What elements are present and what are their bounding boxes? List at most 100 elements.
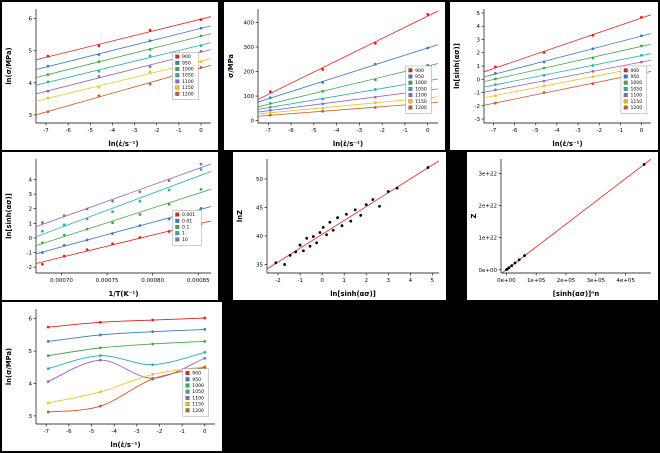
svg-text:1100: 1100 (415, 93, 427, 99)
series-1000 (484, 43, 651, 83)
series-900 (46, 316, 207, 329)
svg-text:-2: -2 (596, 128, 601, 134)
svg-text:1100: 1100 (192, 395, 204, 401)
series-950 (36, 25, 211, 70)
svg-text:-3: -3 (132, 128, 138, 134)
series-10 (36, 162, 211, 228)
series-950 (46, 328, 207, 343)
svg-text:1000: 1000 (192, 383, 204, 389)
svg-text:2e+22: 2e+22 (479, 204, 498, 210)
svg-text:-1: -1 (402, 128, 407, 134)
series-1050 (46, 351, 207, 371)
svg-text:2: 2 (364, 278, 368, 284)
svg-text:40: 40 (256, 234, 263, 240)
svg-text:900: 900 (182, 54, 191, 60)
svg-text:0.00070: 0.00070 (50, 278, 73, 284)
series-1000 (46, 339, 207, 358)
svg-text:3e+22: 3e+22 (479, 171, 498, 177)
svg-text:-4: -4 (554, 128, 560, 134)
svg-text:3: 3 (387, 278, 391, 284)
svg-text:-3: -3 (357, 128, 363, 134)
svg-text:-5: -5 (88, 128, 94, 134)
svg-text:-6: -6 (512, 128, 518, 134)
svg-text:-2: -2 (27, 265, 32, 271)
chart-ln-stress-vs-ln-strain-rate-spline: -7 -6 -5 -4 -3 -2 -1 0 3 4 5 6 ln(ε̇/s⁻¹) ln(σ/MPa) 90… (5, 309, 215, 449)
svg-text:3: 3 (29, 192, 33, 198)
svg-text:300: 300 (244, 45, 255, 51)
series-900 (36, 16, 211, 61)
svg-text:-2: -2 (379, 128, 384, 134)
axes: -7 -6 -5 -4 -3 -2 -1 0 3 4 5 6 (29, 9, 211, 134)
panel-Z-vs-sinh-power-n: 0e+00 1e+05 2e+05 3e+05 4e+05 0e+00 1e+22 2e+22… (467, 152, 658, 300)
svg-text:0: 0 (203, 429, 207, 435)
svg-text:1e+22: 1e+22 (479, 236, 498, 242)
svg-text:1: 1 (342, 278, 346, 284)
svg-text:-7: -7 (491, 128, 497, 134)
svg-text:1000: 1000 (630, 80, 642, 86)
x-axis-label: ln(ε̇/s⁻¹) (552, 140, 582, 148)
chart-stress-vs-ln-strain-rate: -7 -6 -5 -4 -3 -2 -1 0 0 100 200 300 400 ln(ε̇/s⁻¹) σ/… (227, 9, 438, 148)
svg-text:400: 400 (244, 20, 255, 26)
y-axis-label: ln(σ/MPa) (5, 348, 13, 385)
axes: 0.00070 0.00075 0.00080 0.00085 -2 -1 0 1 2 3 4 (27, 159, 211, 284)
svg-text:0: 0 (477, 77, 481, 83)
svg-text:0.00085: 0.00085 (187, 278, 210, 284)
svg-text:900: 900 (630, 68, 639, 74)
axes: -7 -6 -5 -4 -3 -2 -1 0 3 4 5 6 (29, 309, 215, 435)
y-axis-label: Z (470, 213, 478, 218)
y-axis-label: ln[sinh(ασ)] (453, 43, 461, 89)
svg-text:50: 50 (256, 177, 263, 183)
svg-text:2e+05: 2e+05 (557, 278, 576, 284)
svg-text:1050: 1050 (182, 73, 194, 79)
axes: -7 -6 -5 -4 -3 -2 -1 0 -3 -2 -1 0 1 2 3 4 5 (475, 9, 651, 134)
svg-text:3e+05: 3e+05 (587, 278, 606, 284)
svg-text:-1: -1 (179, 429, 184, 435)
svg-text:4: 4 (409, 278, 413, 284)
series-900 (484, 14, 651, 73)
svg-text:0.1: 0.1 (182, 225, 189, 231)
svg-text:1: 1 (477, 64, 481, 70)
svg-text:6: 6 (29, 17, 33, 23)
svg-text:5: 5 (431, 278, 435, 284)
svg-text:4: 4 (29, 81, 33, 87)
svg-text:950: 950 (630, 74, 639, 80)
svg-text:1: 1 (182, 231, 185, 237)
svg-text:-2: -2 (275, 278, 280, 284)
series-900 (258, 10, 438, 100)
svg-text:2: 2 (29, 207, 33, 213)
svg-text:-2: -2 (157, 429, 162, 435)
svg-text:4: 4 (477, 24, 481, 30)
svg-text:3: 3 (29, 113, 33, 119)
svg-text:0: 0 (640, 128, 644, 134)
svg-text:-7: -7 (43, 128, 49, 134)
y-axis-label: lnZ (236, 210, 244, 222)
svg-text:900: 900 (192, 371, 201, 377)
series-data (267, 160, 439, 270)
svg-text:35: 35 (256, 262, 263, 268)
svg-text:-1: -1 (176, 128, 181, 134)
svg-text:-6: -6 (65, 128, 71, 134)
svg-text:5: 5 (477, 11, 481, 17)
svg-text:0.001: 0.001 (182, 212, 195, 218)
svg-text:-6: -6 (66, 429, 72, 435)
svg-text:-3: -3 (475, 117, 481, 123)
chart-Z-vs-sinh-power-n: 0e+00 1e+05 2e+05 3e+05 4e+05 0e+00 1e+22 2e+22… (470, 159, 651, 298)
svg-text:0: 0 (29, 236, 33, 242)
svg-text:1050: 1050 (415, 86, 427, 92)
svg-text:-1: -1 (297, 278, 302, 284)
x-axis-label: ln(ε̇/s⁻¹) (110, 441, 140, 449)
svg-text:1150: 1150 (415, 99, 427, 105)
svg-text:950: 950 (192, 377, 201, 383)
svg-text:4: 4 (29, 177, 33, 183)
x-axis-label: ln(ε̇/s⁻¹) (108, 140, 138, 148)
svg-text:0.01: 0.01 (182, 218, 192, 224)
series-1150 (46, 365, 207, 405)
panel-stress-vs-ln-strain-rate: -7 -6 -5 -4 -3 -2 -1 0 0 100 200 300 400 ln(ε̇/s⁻¹) σ/… (224, 2, 445, 150)
axes: 0e+00 1e+05 2e+05 3e+05 4e+05 0e+00 1e+22 2e+22… (479, 159, 651, 284)
svg-text:-1: -1 (618, 128, 623, 134)
svg-text:6: 6 (29, 317, 33, 323)
chart-ln-sinh-vs-ln-strain-rate: -7 -6 -5 -4 -3 -2 -1 0 -3 -2 -1 0 1 2 3 4 5 ln(ε̇/s⁻¹) ln[… (453, 9, 651, 148)
